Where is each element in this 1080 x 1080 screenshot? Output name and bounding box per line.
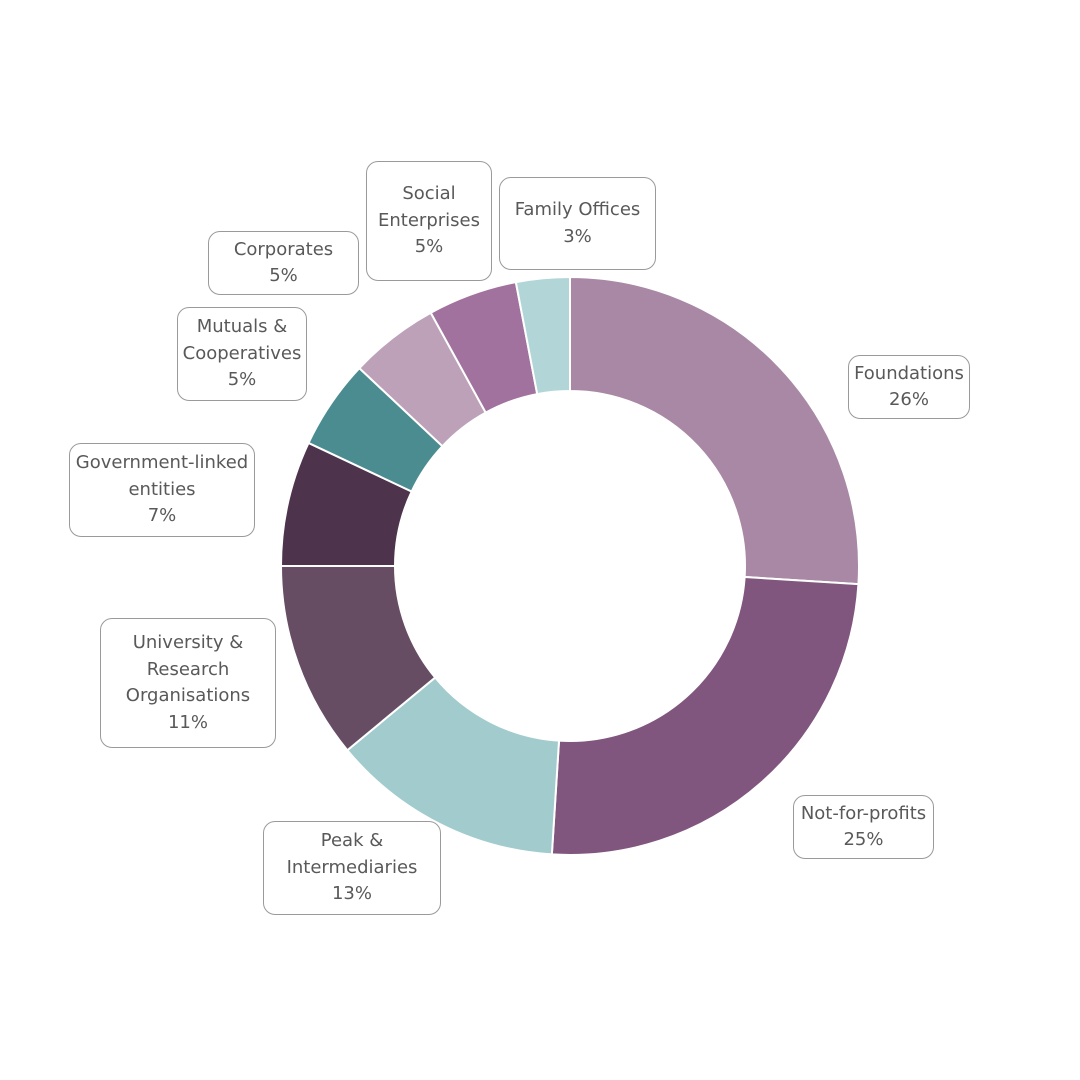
callout-category-line: Foundations	[854, 362, 964, 384]
callout-category-line: entities	[128, 478, 196, 500]
callout-category-line: Social	[402, 183, 456, 205]
callout-category-line: Research	[146, 658, 230, 680]
callout-label-2: Peak & Intermediaries 13%	[263, 821, 441, 915]
donut-slice-8	[514, 275, 571, 396]
callout-label-1: Not-for-profits 25%	[793, 795, 934, 859]
callout-label-6: Corporates 5%	[208, 231, 359, 295]
donut-slice-0	[569, 275, 860, 586]
callout-category-line: Intermediaries	[286, 856, 418, 878]
callout-percent: 26%	[888, 389, 929, 410]
callout-category-line: Government-linked	[75, 452, 249, 474]
callout-category-line: Organisations	[125, 685, 251, 706]
callout-percent: 5%	[269, 265, 298, 286]
callout-percent: 5%	[414, 236, 444, 258]
callout-category-line: University &	[132, 632, 244, 653]
callout-category-line: Peak &	[320, 830, 384, 852]
callout-category-line: Cooperatives	[182, 342, 302, 364]
callout-percent: 13%	[331, 883, 372, 905]
callout-percent: 25%	[843, 829, 884, 850]
callout-category-line: Enterprises	[378, 209, 480, 231]
donut-slice-1	[550, 575, 860, 856]
callout-category-line: Corporates	[233, 238, 334, 260]
callout-category-line: Not-for-profits	[800, 802, 927, 824]
callout-percent: 5%	[227, 369, 257, 391]
callout-label-3: University & Research Organisations 11%	[100, 618, 276, 748]
callout-percent: 11%	[167, 711, 208, 733]
callout-label-7: Social Enterprises 5%	[366, 161, 492, 281]
callout-label-0: Foundations 26%	[848, 355, 970, 419]
callout-percent: 7%	[147, 505, 177, 527]
callout-label-5: Mutuals & Cooperatives 5%	[177, 307, 307, 401]
callout-category-line: Mutuals &	[196, 316, 288, 338]
callout-category-line: Family Offices	[514, 199, 641, 220]
callout-percent: 3%	[563, 225, 592, 247]
callout-label-8: Family Offices 3%	[499, 177, 656, 270]
callout-label-4: Government-linked entities 7%	[69, 443, 255, 537]
